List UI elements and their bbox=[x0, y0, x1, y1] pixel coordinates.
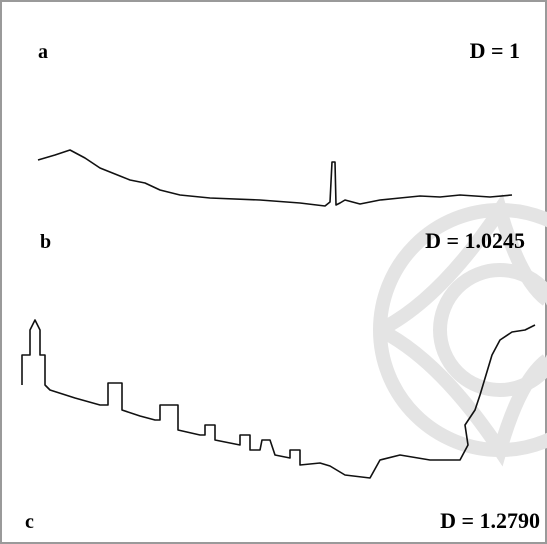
panel-label: b bbox=[40, 231, 51, 253]
curve bbox=[37, 149, 513, 207]
dimension-text: D = 1 bbox=[470, 38, 520, 63]
watermark bbox=[373, 193, 547, 467]
dimension-text: D = 1.0245 bbox=[425, 228, 525, 253]
dimension-text: D = 1.2790 bbox=[440, 508, 540, 533]
panel-label: a bbox=[38, 41, 48, 63]
panel-label: c bbox=[25, 511, 34, 533]
curve bbox=[21, 319, 536, 479]
